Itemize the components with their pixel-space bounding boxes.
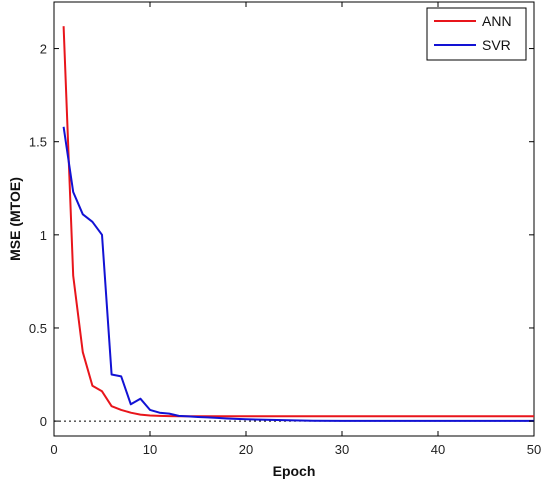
legend: ANN SVR bbox=[426, 7, 527, 61]
y-tick-label: 0.5 bbox=[29, 321, 47, 336]
x-axis-title: Epoch bbox=[273, 463, 316, 479]
x-tick-label: 50 bbox=[527, 442, 541, 457]
series-layer bbox=[62, 26, 534, 422]
series-line-svr bbox=[62, 126, 534, 422]
x-tick-label: 30 bbox=[335, 442, 349, 457]
x-tick-label: 20 bbox=[239, 442, 253, 457]
legend-box bbox=[426, 7, 527, 61]
x-tick-label: 40 bbox=[431, 442, 445, 457]
y-tick-label: 0 bbox=[40, 414, 47, 429]
legend-label-svr: SVR bbox=[482, 37, 511, 53]
y-axis-title: MSE (MTOE) bbox=[7, 177, 23, 261]
x-tick-label: 0 bbox=[50, 442, 57, 457]
y-tick-label: 2 bbox=[40, 42, 47, 57]
y-tick-label: 1 bbox=[40, 228, 47, 243]
y-tick-label: 1.5 bbox=[29, 135, 47, 150]
x-tick-label: 10 bbox=[143, 442, 157, 457]
ticks-layer: 0 10 20 30 40 50 0 0.5 1 1.5 2 bbox=[29, 2, 541, 457]
plot-area bbox=[53, 1, 535, 437]
legend-label-ann: ANN bbox=[482, 13, 512, 29]
